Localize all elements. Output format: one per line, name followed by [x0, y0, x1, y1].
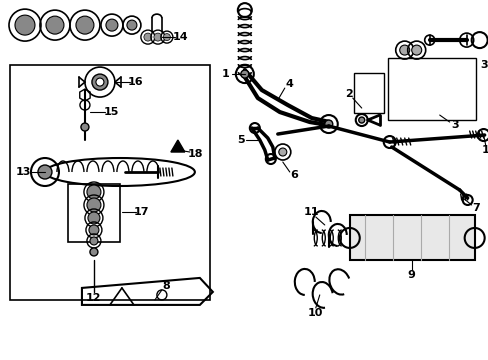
Text: 3: 3	[450, 120, 458, 130]
Text: 8: 8	[162, 281, 169, 291]
Circle shape	[240, 70, 248, 78]
Circle shape	[163, 33, 170, 41]
Circle shape	[143, 33, 152, 41]
Text: 11: 11	[304, 207, 319, 217]
Circle shape	[127, 20, 137, 30]
Circle shape	[89, 225, 99, 235]
Bar	[10, 65, 209, 300]
Bar	[349, 215, 474, 260]
Text: 17: 17	[134, 207, 149, 217]
Text: 1: 1	[481, 145, 488, 155]
Circle shape	[46, 16, 64, 34]
Circle shape	[154, 33, 162, 41]
Circle shape	[96, 78, 104, 86]
Text: 18: 18	[188, 149, 203, 159]
Circle shape	[88, 212, 100, 224]
Text: 16: 16	[128, 77, 143, 87]
Circle shape	[87, 185, 101, 199]
Bar	[387, 58, 475, 120]
Bar	[68, 184, 120, 242]
Text: 3: 3	[479, 60, 487, 70]
Circle shape	[87, 198, 101, 212]
Circle shape	[81, 123, 89, 131]
Circle shape	[411, 45, 421, 55]
Circle shape	[15, 15, 35, 35]
Circle shape	[76, 16, 94, 34]
Bar	[353, 73, 383, 113]
Circle shape	[278, 148, 286, 156]
Text: 13: 13	[15, 167, 31, 177]
Text: 4: 4	[285, 79, 293, 89]
Text: 10: 10	[307, 308, 323, 318]
Text: 2: 2	[344, 89, 352, 99]
Circle shape	[399, 45, 409, 55]
Text: 6: 6	[289, 170, 297, 180]
Text: 12: 12	[86, 293, 102, 303]
Text: 9: 9	[407, 270, 415, 280]
Circle shape	[38, 165, 52, 179]
Circle shape	[90, 248, 98, 256]
Text: 14: 14	[173, 32, 188, 42]
Circle shape	[106, 19, 118, 31]
Circle shape	[358, 117, 364, 123]
Circle shape	[92, 74, 108, 90]
Text: 1: 1	[222, 69, 229, 79]
Circle shape	[90, 237, 98, 245]
Text: 5: 5	[237, 135, 244, 145]
Polygon shape	[170, 140, 184, 152]
Circle shape	[324, 120, 332, 128]
Text: 7: 7	[471, 203, 479, 213]
Text: 15: 15	[103, 107, 119, 117]
